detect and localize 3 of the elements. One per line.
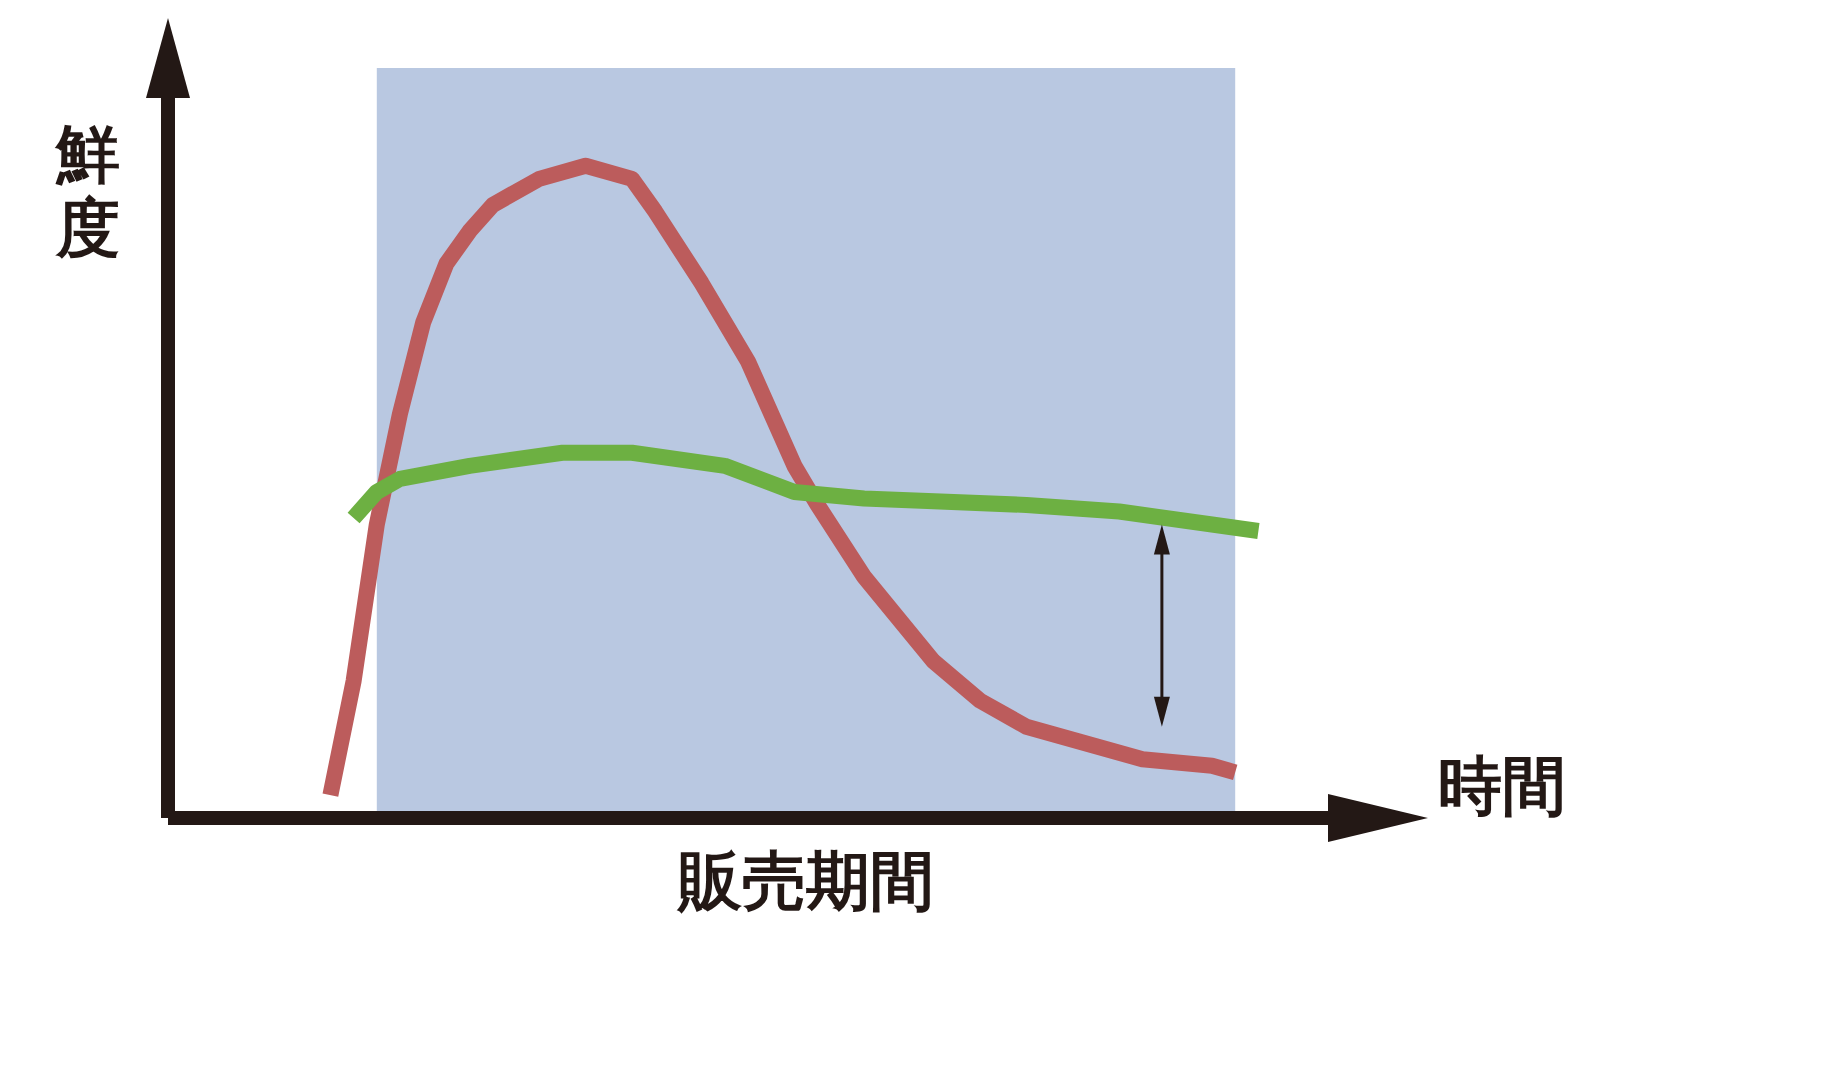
x-axis-title: 時間 [1438, 748, 1566, 825]
y-axis-title: 鮮度 [54, 117, 121, 266]
text: 販売期間 [676, 843, 935, 920]
